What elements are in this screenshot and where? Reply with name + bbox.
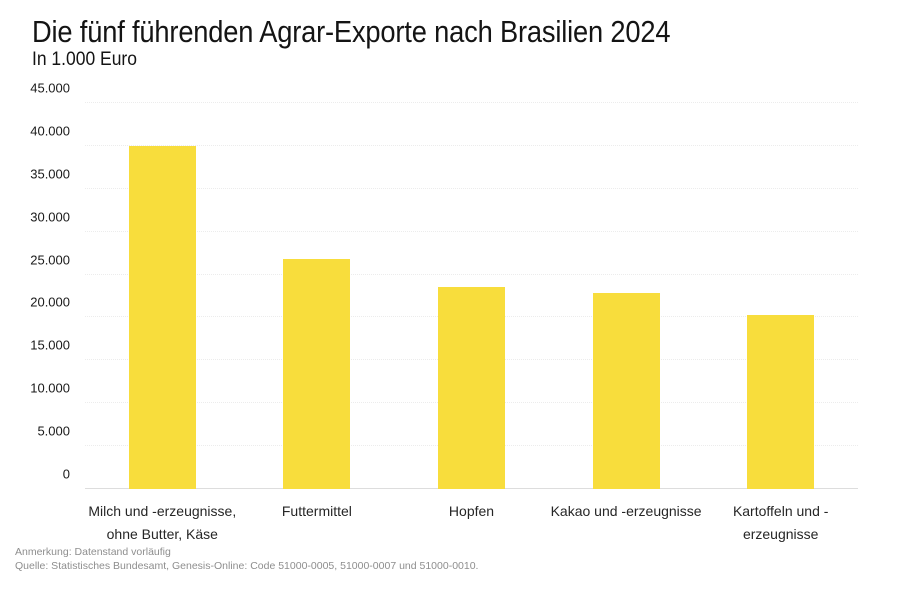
gridline — [85, 102, 858, 103]
x-category-label: Milch und -erzeugnisse, ohne Butter, Käse — [77, 500, 247, 546]
gridline — [85, 273, 858, 275]
x-axis: Milch und -erzeugnisse, ohne Butter, Käse… — [85, 500, 858, 548]
y-tick-label: 10.000 — [30, 380, 70, 396]
plot-area — [85, 102, 858, 489]
gridline — [85, 230, 858, 232]
x-category-label: Kakao und -erzeugnisse — [541, 500, 711, 523]
x-category-label-line: Hopfen — [448, 503, 495, 519]
x-category-label-line: erzeugnisse — [742, 526, 819, 542]
bar-5 — [747, 314, 815, 489]
y-tick-label: 20.000 — [30, 294, 70, 310]
x-category-label: Kartoffeln und - erzeugnisse — [696, 500, 866, 546]
bar-3 — [438, 286, 505, 489]
bar-1 — [128, 145, 196, 489]
footer-note: Anmerkung: Datenstand vorläufig — [15, 546, 171, 558]
x-category-label: Futtermittel — [232, 500, 402, 523]
chart-footer: Anmerkung: Datenstand vorläufig Quelle: … — [15, 545, 478, 573]
y-tick-label: 45.000 — [30, 80, 70, 96]
y-tick-label: 35.000 — [30, 166, 70, 182]
y-tick-label: 5.000 — [37, 423, 70, 439]
x-category-label-line: Milch und -erzeugnisse, — [88, 503, 237, 519]
chart-title: Die fünf führenden Agrar-Exporte nach Br… — [32, 14, 671, 49]
x-category-label-line: Kakao und -erzeugnisse — [550, 503, 702, 519]
y-axis: 0 5.000 10.000 15.000 20.000 25.000 30.000 35.0… — [0, 81, 70, 489]
bar-2 — [283, 259, 351, 489]
gridline — [85, 187, 858, 189]
y-tick-label: 0 — [62, 466, 70, 482]
x-category-label-line: ohne Butter, Käse — [106, 526, 218, 542]
footer-source: Quelle: Statistisches Bundesamt, Genesis… — [15, 560, 479, 572]
y-tick-label: 30.000 — [30, 209, 70, 225]
x-category-label-line: Futtermittel — [281, 503, 352, 519]
bar-4 — [592, 293, 660, 489]
y-tick-label: 25.000 — [30, 252, 70, 268]
y-tick-label: 15.000 — [30, 337, 70, 353]
x-category-label: Hopfen — [387, 500, 557, 523]
chart-subtitle: In 1.000 Euro — [32, 49, 137, 70]
y-tick-label: 40.000 — [30, 123, 70, 139]
x-category-label-line: Kartoffeln und - — [732, 503, 829, 519]
gridline — [85, 144, 858, 146]
